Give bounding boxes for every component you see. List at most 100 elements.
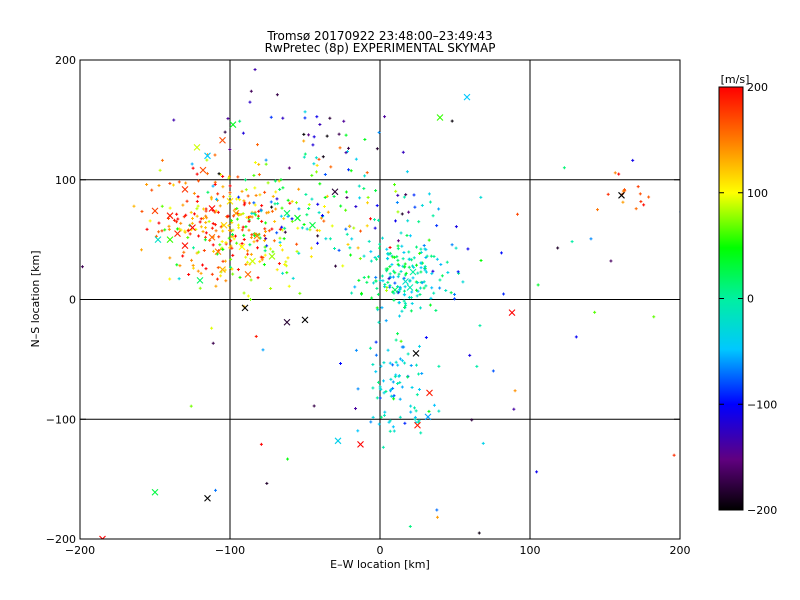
data-point	[201, 263, 205, 267]
data-point	[309, 246, 313, 250]
data-point	[491, 369, 495, 373]
data-point	[275, 197, 279, 201]
data-point	[419, 270, 423, 274]
data-point	[232, 237, 236, 241]
data-point	[283, 226, 287, 230]
data-point	[384, 319, 388, 323]
data-point	[403, 305, 407, 309]
data-point	[267, 210, 271, 214]
data-point	[424, 284, 428, 288]
data-point	[375, 204, 379, 208]
data-point	[375, 147, 379, 151]
data-point	[372, 281, 376, 285]
data-point	[401, 257, 405, 261]
data-point	[382, 391, 386, 395]
data-point	[375, 257, 379, 261]
data-point	[191, 216, 195, 220]
data-point	[242, 291, 246, 295]
data-point-cross	[181, 185, 189, 193]
data-point	[319, 216, 323, 220]
data-point	[406, 375, 410, 379]
data-point	[393, 271, 397, 275]
data-point	[285, 271, 289, 275]
data-point	[344, 151, 348, 155]
data-point	[269, 200, 273, 204]
data-point	[445, 260, 449, 264]
data-point	[258, 193, 262, 197]
data-point	[400, 345, 404, 349]
data-point	[282, 237, 286, 241]
data-point	[684, 514, 687, 517]
colorbar: [m/s] 200 100 0 −100 −200	[718, 73, 777, 517]
data-point	[288, 201, 292, 205]
data-point-cross	[294, 214, 301, 222]
colorbar-tick-label: 200	[747, 81, 768, 94]
data-point-cross	[199, 166, 207, 174]
data-point	[283, 263, 287, 267]
data-point	[513, 389, 517, 393]
data-point	[322, 205, 326, 209]
data-point	[199, 217, 203, 221]
data-point	[349, 253, 353, 257]
data-point	[423, 247, 427, 251]
data-point	[562, 166, 566, 170]
y-axis-label: N–S location [km]	[29, 250, 42, 347]
data-point	[312, 135, 316, 139]
data-point	[279, 178, 283, 182]
data-point	[189, 210, 193, 214]
data-point	[398, 287, 402, 291]
data-point	[270, 227, 274, 231]
data-point-cross	[204, 494, 211, 502]
data-point	[420, 203, 424, 207]
data-point	[326, 210, 330, 214]
data-point	[184, 181, 188, 185]
data-point	[376, 292, 380, 296]
data-point	[444, 288, 448, 292]
data-point	[392, 429, 396, 433]
data-point	[80, 265, 84, 269]
data-point	[221, 248, 225, 252]
data-point	[229, 257, 233, 261]
data-point	[358, 257, 362, 261]
data-point	[416, 281, 420, 285]
data-point	[264, 237, 268, 241]
data-point	[358, 196, 362, 200]
data-point	[286, 256, 290, 260]
data-point	[396, 262, 400, 266]
data-point	[175, 227, 179, 231]
data-point	[213, 223, 217, 227]
data-point	[363, 174, 367, 178]
data-point	[201, 230, 205, 234]
data-point	[211, 243, 215, 247]
data-point	[230, 246, 234, 250]
data-point	[219, 173, 223, 177]
data-point	[132, 204, 136, 208]
data-point-cross	[238, 243, 246, 251]
data-point	[316, 202, 320, 206]
data-point	[409, 364, 413, 368]
data-point	[416, 271, 420, 275]
data-point	[207, 219, 211, 223]
data-point	[191, 246, 195, 250]
data-point	[391, 275, 395, 279]
data-point	[258, 21, 261, 24]
data-point-cross	[426, 389, 433, 397]
data-point	[270, 205, 274, 209]
data-point	[185, 199, 189, 203]
data-point	[397, 374, 401, 378]
data-point	[413, 417, 417, 421]
data-point	[244, 262, 248, 266]
data-point	[157, 230, 161, 234]
data-point	[386, 267, 390, 271]
data-point	[395, 255, 399, 259]
data-point	[407, 250, 411, 254]
data-point	[210, 226, 214, 230]
data-point	[371, 386, 375, 390]
data-point	[213, 488, 217, 492]
data-point	[204, 209, 208, 213]
data-point	[408, 278, 412, 282]
data-point	[286, 198, 290, 202]
data-point	[395, 201, 399, 205]
data-point	[228, 184, 232, 188]
data-point	[243, 178, 247, 182]
